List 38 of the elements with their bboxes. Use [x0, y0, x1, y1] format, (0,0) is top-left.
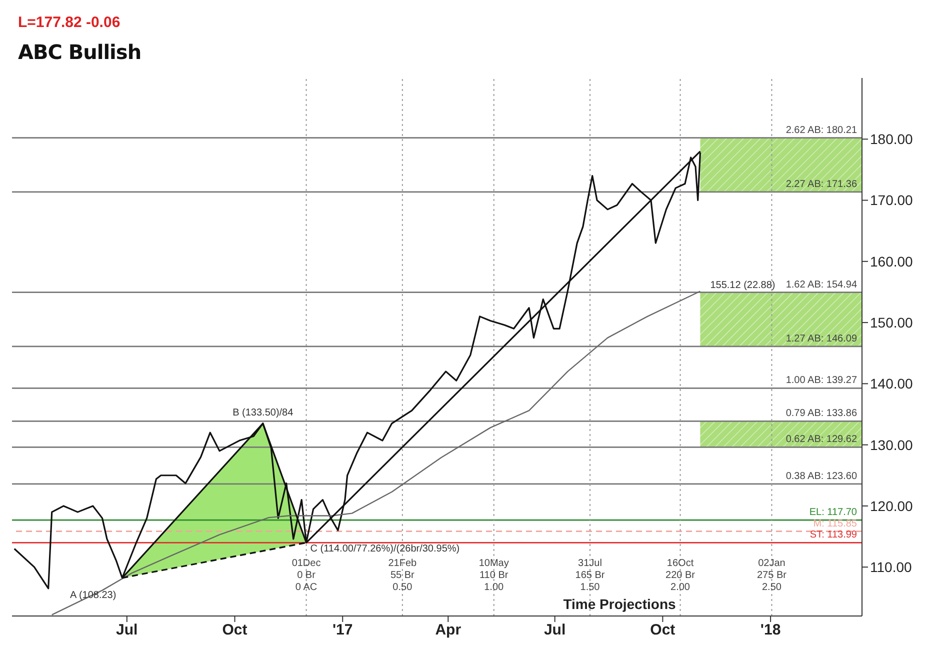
ref-line-label: 02Jan 275 Br 2.50 [756, 558, 788, 593]
y-tick-label: 160.00 [870, 253, 914, 270]
ref-line-label: 1.00 AB: 139.27 [786, 375, 858, 386]
x-tick-label: Oct [650, 622, 676, 639]
ref-line-label: 01Dec 0 Br 0 AC [292, 558, 321, 593]
ref-line-label: 0.38 AB: 123.60 [786, 470, 858, 482]
y-tick-label: 180.00 [870, 131, 914, 148]
ref-line-label: 31Jul 165 Br 1.50 [575, 558, 606, 593]
x-tick-label: Jul [544, 622, 566, 639]
y-tick-label: 170.00 [870, 192, 914, 208]
ref-line-label: 16Oct 220 Br 2.00 [666, 558, 696, 593]
y-tick-label: 110.00 [870, 559, 912, 576]
annotation: C (114.00/77.26%)/(26br/30.95%) [310, 544, 460, 555]
ref-line-label: M: 115.85 [813, 518, 858, 530]
ref-line-label: 21Feb 55 Br 0.50 [388, 558, 418, 593]
x-tick-label: Oct [222, 622, 248, 639]
x-tick-label: '18 [760, 622, 781, 639]
ref-line-label: ST: 113.99 [810, 530, 858, 541]
ref-line-label: 0.79 AB: 133.86 [786, 408, 858, 420]
y-tick-label: 130.00 [870, 436, 914, 453]
ref-line-label: 2.62 AB: 180.21 [786, 124, 858, 136]
ref-line-label: 1.62 AB: 154.94 [786, 279, 858, 290]
ref-line-label: 0.62 AB: 129.62 [786, 434, 858, 446]
ref-line-label: 2.27 AB: 171.36 [786, 178, 858, 190]
ref-line-label: 1.27 AB: 146.09 [786, 333, 858, 344]
ref-line-label: EL: 117.70 [809, 507, 858, 518]
ref-line-label: 10May 110 Br 1.00 [478, 558, 509, 593]
chart-subtitle: L=177.82 -0.06 [18, 14, 120, 31]
annotation: 155.12 (22.88) [710, 280, 776, 292]
x-tick-label: Jul [116, 622, 138, 639]
y-tick-label: 140.00 [870, 376, 914, 392]
x-tick-label: Apr [435, 622, 462, 639]
y-tick-label: 150.00 [870, 314, 914, 331]
y-tick-label: 120.00 [870, 498, 914, 514]
x-tick-label: '17 [332, 622, 353, 639]
annotation: Time Projections [563, 596, 676, 612]
chart-title: ABC Bullish [18, 40, 142, 64]
annotation: B (133.50)/84 [232, 407, 294, 418]
